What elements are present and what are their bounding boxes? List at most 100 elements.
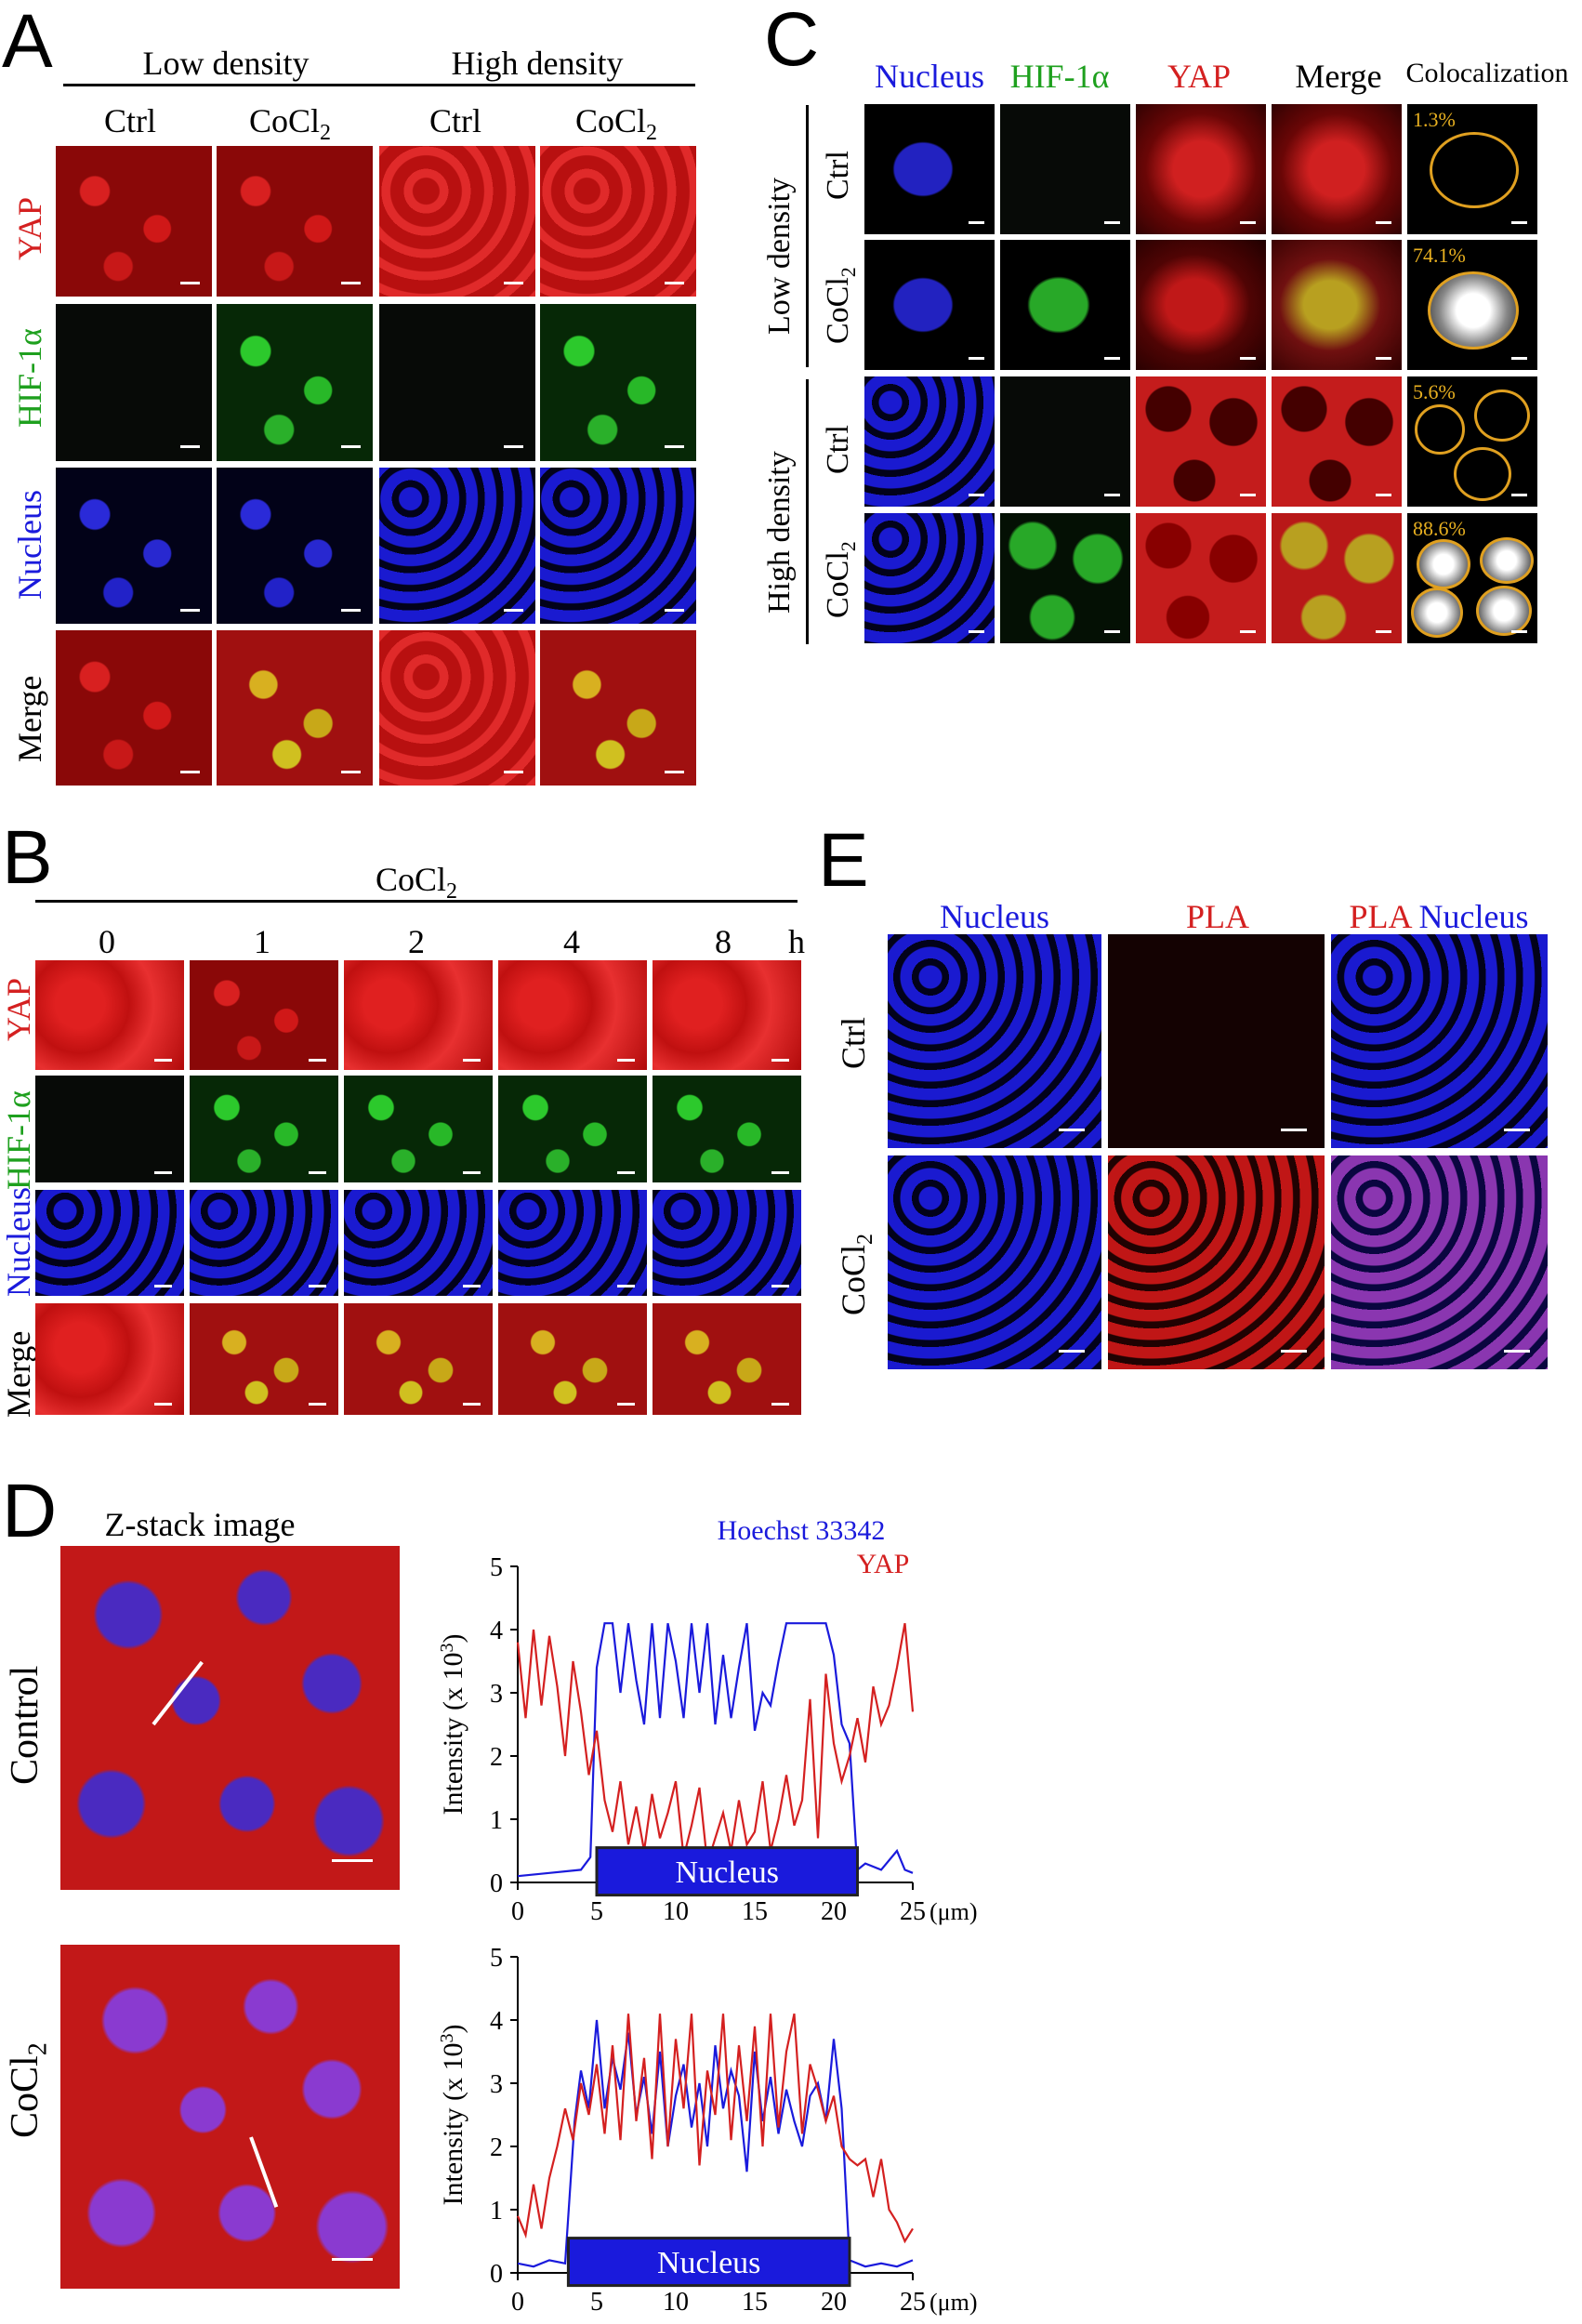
panel-a-image-merge-low-cocl	[217, 630, 373, 786]
panel-e-image-pla-ctrl	[1108, 934, 1325, 1148]
panel-b-treatment: CoCl2	[375, 861, 458, 905]
panel-a-image-hif-high-ctrl	[379, 304, 535, 461]
x-tick-label: 15	[742, 1897, 768, 1926]
panel-b-image-hif-1h	[190, 1076, 338, 1182]
panel-c-image-merge-low-cocl	[1272, 240, 1402, 370]
panel-d-chart-control: 0 1 2 3 4 5 0 5 10 15 20 25 (μm) Intensity (x 103) Nuc…	[437, 1553, 977, 1926]
x-tick-label: 15	[742, 2288, 768, 2317]
panel-a-image-yap-low-cocl	[217, 146, 373, 297]
y-tick-label: 5	[490, 1944, 503, 1973]
panel-b-time-unit: h	[788, 923, 805, 960]
series-line-hoechst	[517, 2019, 914, 2268]
panel-e-col-merge: PLA Nucleus	[1349, 898, 1529, 935]
nucleus-bar-label: Nucleus	[657, 2246, 760, 2280]
panel-b-image-yap-8h	[653, 960, 801, 1070]
panel-b-image-merge-4h	[498, 1303, 647, 1415]
panel-d-row-control: Control	[4, 1665, 46, 1785]
panel-d-line-scan-cocl	[249, 2136, 279, 2208]
panel-d-line-scan-control	[152, 1660, 204, 1726]
panel-d-legend-hoechst: Hoechst 33342	[717, 1515, 886, 1546]
panel-b-time-2: 2	[408, 923, 425, 960]
panel-b-image-yap-4h	[498, 960, 647, 1070]
x-unit-label: (μm)	[929, 2289, 977, 2316]
panel-c-image-hif-high-cocl	[1000, 513, 1130, 643]
y-tick-label: 5	[490, 1553, 503, 1582]
panel-b-row-nucleus: Nucleus	[0, 1187, 37, 1297]
panel-b-time-0: 0	[99, 923, 115, 960]
panel-c-image-hif-low-ctrl	[1000, 104, 1130, 234]
panel-b-image-yap-2h	[344, 960, 493, 1070]
panel-c-image-yap-high-ctrl	[1136, 376, 1266, 507]
x-tick-label: 25	[900, 2288, 926, 2317]
panel-c-group-low: Low density	[762, 177, 797, 335]
nucleus-bar	[566, 2237, 851, 2288]
panel-a-row-nucleus: Nucleus	[11, 490, 48, 600]
panel-d-row-cocl: CoCl2	[4, 2042, 53, 2138]
panel-c-nucleus-outline	[1480, 537, 1534, 584]
panel-a-group-low: Low density	[142, 45, 310, 82]
panel-e-image-merge-cocl	[1331, 1155, 1548, 1369]
y-tick-label: 0	[490, 1869, 503, 1898]
panel-b-image-nucleus-2h	[344, 1190, 493, 1296]
panel-a-row-yap: YAP	[11, 196, 48, 260]
panel-b-image-merge-8h	[653, 1303, 801, 1415]
panel-a-image-merge-high-cocl	[540, 630, 696, 786]
panel-c-bracket-low	[806, 105, 809, 367]
series-line-yap	[516, 2013, 914, 2244]
panel-d-image-control	[60, 1546, 400, 1890]
panel-b-image-yap-0h	[35, 960, 184, 1070]
y-tick-label: 4	[490, 1617, 503, 1645]
x-tick-label: 5	[590, 2288, 603, 2317]
y-axis-label: Intensity (x 103)	[437, 1634, 468, 1816]
panel-a-divider-low	[63, 84, 384, 86]
panel-b-image-hif-0h	[35, 1076, 184, 1182]
y-tick-label: 1	[490, 1806, 503, 1835]
panel-d-legend-yap: YAP	[856, 1549, 910, 1579]
panel-b-image-hif-2h	[344, 1076, 493, 1182]
panel-c-percent-high-cocl: 88.6%	[1413, 517, 1466, 540]
panel-e-letter: E	[818, 818, 869, 903]
panel-c-row-cocl-high: CoCl2	[821, 541, 860, 618]
panel-a-image-yap-high-ctrl	[379, 146, 535, 297]
panel-c-nucleus-outline	[1428, 271, 1519, 350]
y-tick-label: 3	[490, 1680, 503, 1709]
panel-c-nucleus-outline	[1417, 539, 1470, 589]
x-tick-label: 25	[900, 1897, 926, 1926]
panel-b-image-merge-0h	[35, 1303, 184, 1415]
nucleus-bar-label: Nucleus	[676, 1855, 779, 1890]
panel-c-col-nucleus: Nucleus	[875, 58, 984, 95]
panel-b-time-8: 8	[715, 923, 732, 960]
panel-e-image-merge-ctrl	[1331, 934, 1548, 1148]
panel-c-image-coloc-high-ctrl: 5.6%	[1407, 376, 1537, 507]
panel-a-col-ctrl-high: Ctrl	[428, 102, 482, 139]
panel-c-row-ctrl-low: Ctrl	[821, 151, 855, 200]
panel-d-image-title: Z-stack image	[104, 1506, 296, 1543]
panel-a-image-merge-high-ctrl	[379, 630, 535, 786]
panel-c-col-coloc: Colocalization	[1405, 58, 1569, 88]
y-tick-label: 2	[490, 1743, 503, 1772]
panel-c-nucleus-outline	[1454, 447, 1511, 501]
panel-c-percent-low-ctrl: 1.3%	[1413, 108, 1456, 131]
panel-b-row-yap: YAP	[0, 977, 37, 1041]
panel-b-image-hif-8h	[653, 1076, 801, 1182]
y-tick-label: 1	[490, 2197, 503, 2225]
panel-c-image-coloc-high-cocl: 88.6%	[1407, 513, 1537, 643]
panel-e-col-pla: PLA	[1185, 898, 1250, 935]
x-tick-label: 20	[821, 2288, 847, 2317]
panel-c-col-hif: HIF-1α	[1009, 58, 1110, 95]
panel-c-image-nucleus-low-cocl	[864, 240, 995, 370]
panel-c-nucleus-outline	[1476, 586, 1532, 636]
panel-c-image-hif-high-ctrl	[1000, 376, 1130, 507]
panel-e-row-cocl: CoCl2	[835, 1233, 878, 1315]
panel-c-bracket-high	[806, 379, 809, 644]
panel-a-col-cocl-high: CoCl2	[574, 102, 658, 146]
panel-a-image-merge-low-ctrl	[56, 630, 212, 786]
panel-c-group-high: High density	[762, 451, 797, 614]
panel-c-image-coloc-low-ctrl: 1.3%	[1407, 104, 1537, 234]
panel-c-letter: C	[764, 0, 820, 82]
panel-a-letter: A	[2, 0, 53, 84]
panel-c-row-cocl-low: CoCl2	[821, 267, 860, 344]
panel-a-image-yap-low-ctrl	[56, 146, 212, 297]
x-unit-label: (μm)	[929, 1898, 977, 1925]
panel-c-percent-high-ctrl: 5.6%	[1413, 380, 1456, 403]
